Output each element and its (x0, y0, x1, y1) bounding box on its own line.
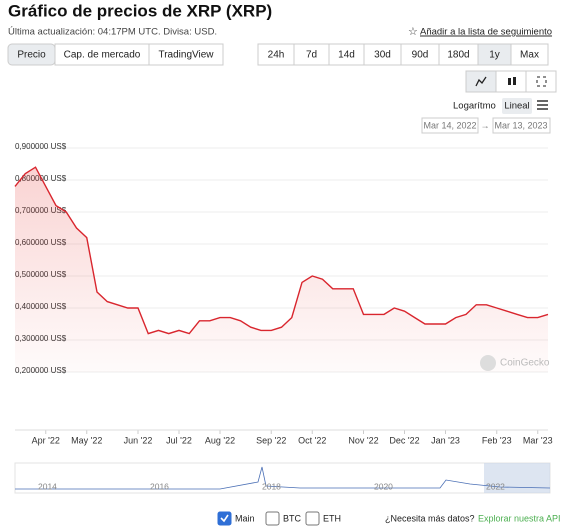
x-tick-label: Nov '22 (348, 435, 378, 445)
x-tick-label: Aug '22 (205, 435, 235, 445)
navigator (14, 462, 551, 494)
range-label[interactable]: 180d (447, 50, 469, 61)
tab-label[interactable]: Cap. de mercado (64, 50, 141, 61)
watermark-logo (480, 355, 496, 371)
range-label[interactable]: 14d (338, 50, 355, 61)
x-tick-label: Feb '23 (482, 435, 512, 445)
x-tick-label: Jan '23 (431, 435, 460, 445)
y-tick-label: 0,900000 US$ (15, 142, 67, 151)
candle-icon (508, 78, 511, 85)
x-tick-label: Jul '22 (166, 435, 192, 445)
line-icon (475, 76, 487, 87)
star-icon: ☆ (408, 26, 418, 38)
navigator-year: 2020 (374, 481, 393, 491)
price-line (14, 166, 549, 335)
navigator-line (15, 466, 551, 490)
candle-icon (513, 77, 516, 85)
scale-linear[interactable]: Lineal (504, 101, 529, 112)
range-label[interactable]: 24h (268, 50, 285, 61)
scale-linear-box[interactable] (502, 98, 532, 114)
tab-button[interactable] (148, 43, 224, 66)
range-label[interactable]: 90d (412, 50, 429, 61)
navigator-year: 2014 (38, 481, 57, 491)
date-from[interactable]: Mar 14, 2022 (423, 120, 476, 130)
x-tick-label: Mar '23 (523, 435, 553, 445)
checkbox[interactable] (217, 511, 232, 526)
x-tick-label: Apr '22 (32, 435, 60, 445)
navigator-year: 2022 (486, 481, 505, 491)
checkbox[interactable] (265, 511, 280, 526)
range-label[interactable]: 1y (489, 50, 500, 61)
checkbox-label[interactable]: ETH (323, 513, 341, 523)
checkbox-label[interactable]: BTC (283, 513, 302, 523)
scale-log[interactable]: Logarítmo (453, 101, 496, 112)
navigator-year: 2016 (150, 481, 169, 491)
range-button[interactable] (510, 43, 549, 66)
expand-icon (536, 76, 547, 87)
chart-type-button[interactable] (525, 70, 557, 93)
x-tick-label: Oct '22 (298, 435, 326, 445)
x-tick-label: May '22 (71, 435, 102, 445)
date-sep: → (481, 120, 490, 130)
updated: Última actualización: 04:17PM UTC. Divis… (8, 27, 217, 38)
tab-label[interactable]: TradingView (158, 50, 214, 61)
footer-link[interactable]: Explorar nuestra API (478, 513, 561, 523)
navigator-year: 2018 (262, 481, 281, 491)
checkbox[interactable] (305, 511, 320, 526)
date-to-box[interactable] (492, 117, 551, 134)
checkbox-label[interactable]: Main (235, 513, 255, 523)
watchlist-link[interactable]: Añadir a la lista de seguimiento (420, 27, 552, 38)
range-label[interactable]: 7d (306, 50, 317, 61)
watermark: CoinGecko (500, 358, 550, 369)
check-mark (220, 514, 229, 523)
title: Gráfico de precios de XRP (XRP) (8, 1, 272, 20)
date-to[interactable]: Mar 13, 2023 (494, 120, 547, 130)
footer-question: ¿Necesita más datos? (385, 513, 475, 523)
x-tick-label: Dec '22 (389, 435, 419, 445)
tab-label[interactable]: Precio (17, 50, 46, 61)
x-tick-label: Jun '22 (124, 435, 153, 445)
range-label[interactable]: Max (520, 50, 539, 61)
x-tick-label: Sep '22 (256, 435, 286, 445)
date-from-box[interactable] (421, 117, 479, 134)
range-label[interactable]: 30d (374, 50, 391, 61)
price-area (15, 167, 548, 372)
